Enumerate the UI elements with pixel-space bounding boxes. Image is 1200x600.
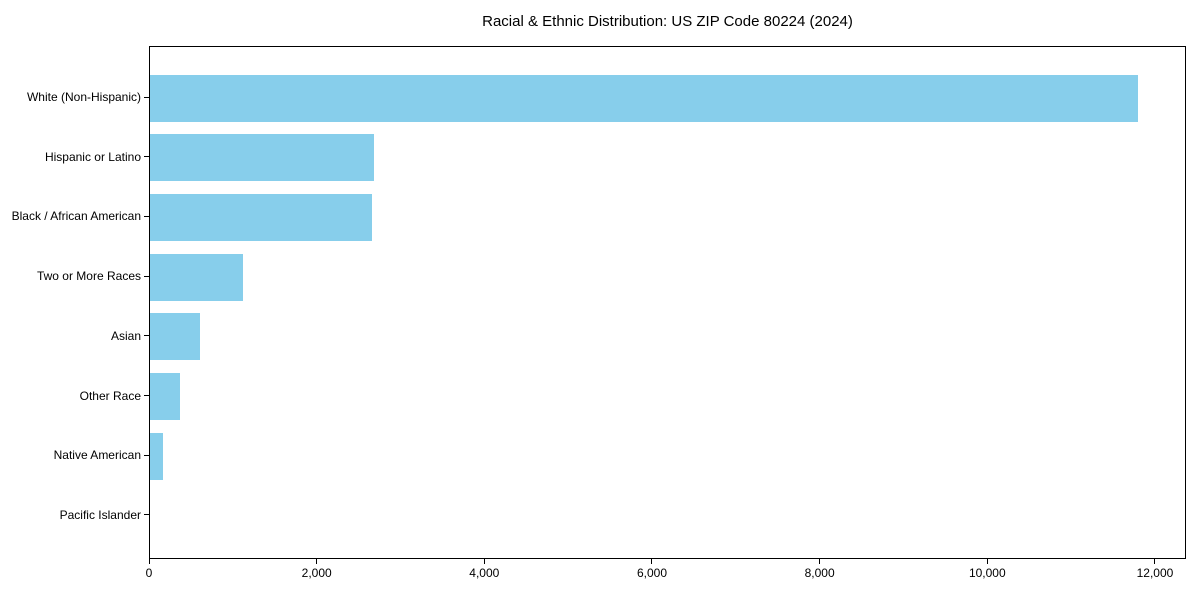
- x-tick-mark: [651, 559, 653, 564]
- y-axis-label: Asian: [110, 328, 141, 343]
- bar-hispanic-or-latino: [150, 134, 374, 182]
- y-axis-label: Hispanic or Latino: [44, 149, 141, 164]
- x-axis-tick-label: 6,000: [636, 566, 667, 580]
- y-tick-mark: [144, 335, 149, 337]
- y-axis-label: Two or More Races: [36, 269, 141, 284]
- x-tick-mark: [316, 559, 318, 564]
- x-axis-tick-label: 2,000: [301, 566, 332, 580]
- x-tick-mark: [483, 559, 485, 564]
- bar-native-american: [150, 432, 163, 480]
- x-tick-mark: [1154, 559, 1156, 564]
- y-tick-mark: [144, 395, 149, 397]
- y-tick-mark: [144, 514, 149, 516]
- x-axis-tick-label: 8,000: [804, 566, 835, 580]
- plot-area: [149, 46, 1186, 559]
- bar-black-african-american: [150, 193, 372, 241]
- bar-white-non-hispanic: [150, 74, 1138, 122]
- y-axis-label: Black / African American: [11, 209, 141, 224]
- x-tick-mark: [148, 559, 150, 564]
- y-axis-label: Native American: [53, 448, 141, 463]
- x-tick-mark: [986, 559, 988, 564]
- y-tick-mark: [144, 454, 149, 456]
- bar-asian: [150, 313, 201, 361]
- y-tick-mark: [144, 215, 149, 217]
- y-axis-label: Other Race: [79, 388, 141, 403]
- x-axis-tick-label: 4,000: [469, 566, 500, 580]
- x-tick-mark: [819, 559, 821, 564]
- y-axis-label: Pacific Islander: [59, 507, 141, 522]
- x-axis-tick-label: 12,000: [1136, 566, 1174, 580]
- bar-two-or-more-races: [150, 253, 244, 301]
- y-tick-mark: [144, 275, 149, 277]
- x-axis-tick-label: 10,000: [968, 566, 1006, 580]
- y-tick-mark: [144, 156, 149, 158]
- bar-other-race: [150, 373, 181, 421]
- chart-title: Racial & Ethnic Distribution: US ZIP Cod…: [482, 13, 853, 30]
- x-axis-tick-label: 0: [145, 566, 153, 580]
- y-axis-label: White (Non-Hispanic): [26, 90, 141, 104]
- y-tick-mark: [144, 96, 149, 98]
